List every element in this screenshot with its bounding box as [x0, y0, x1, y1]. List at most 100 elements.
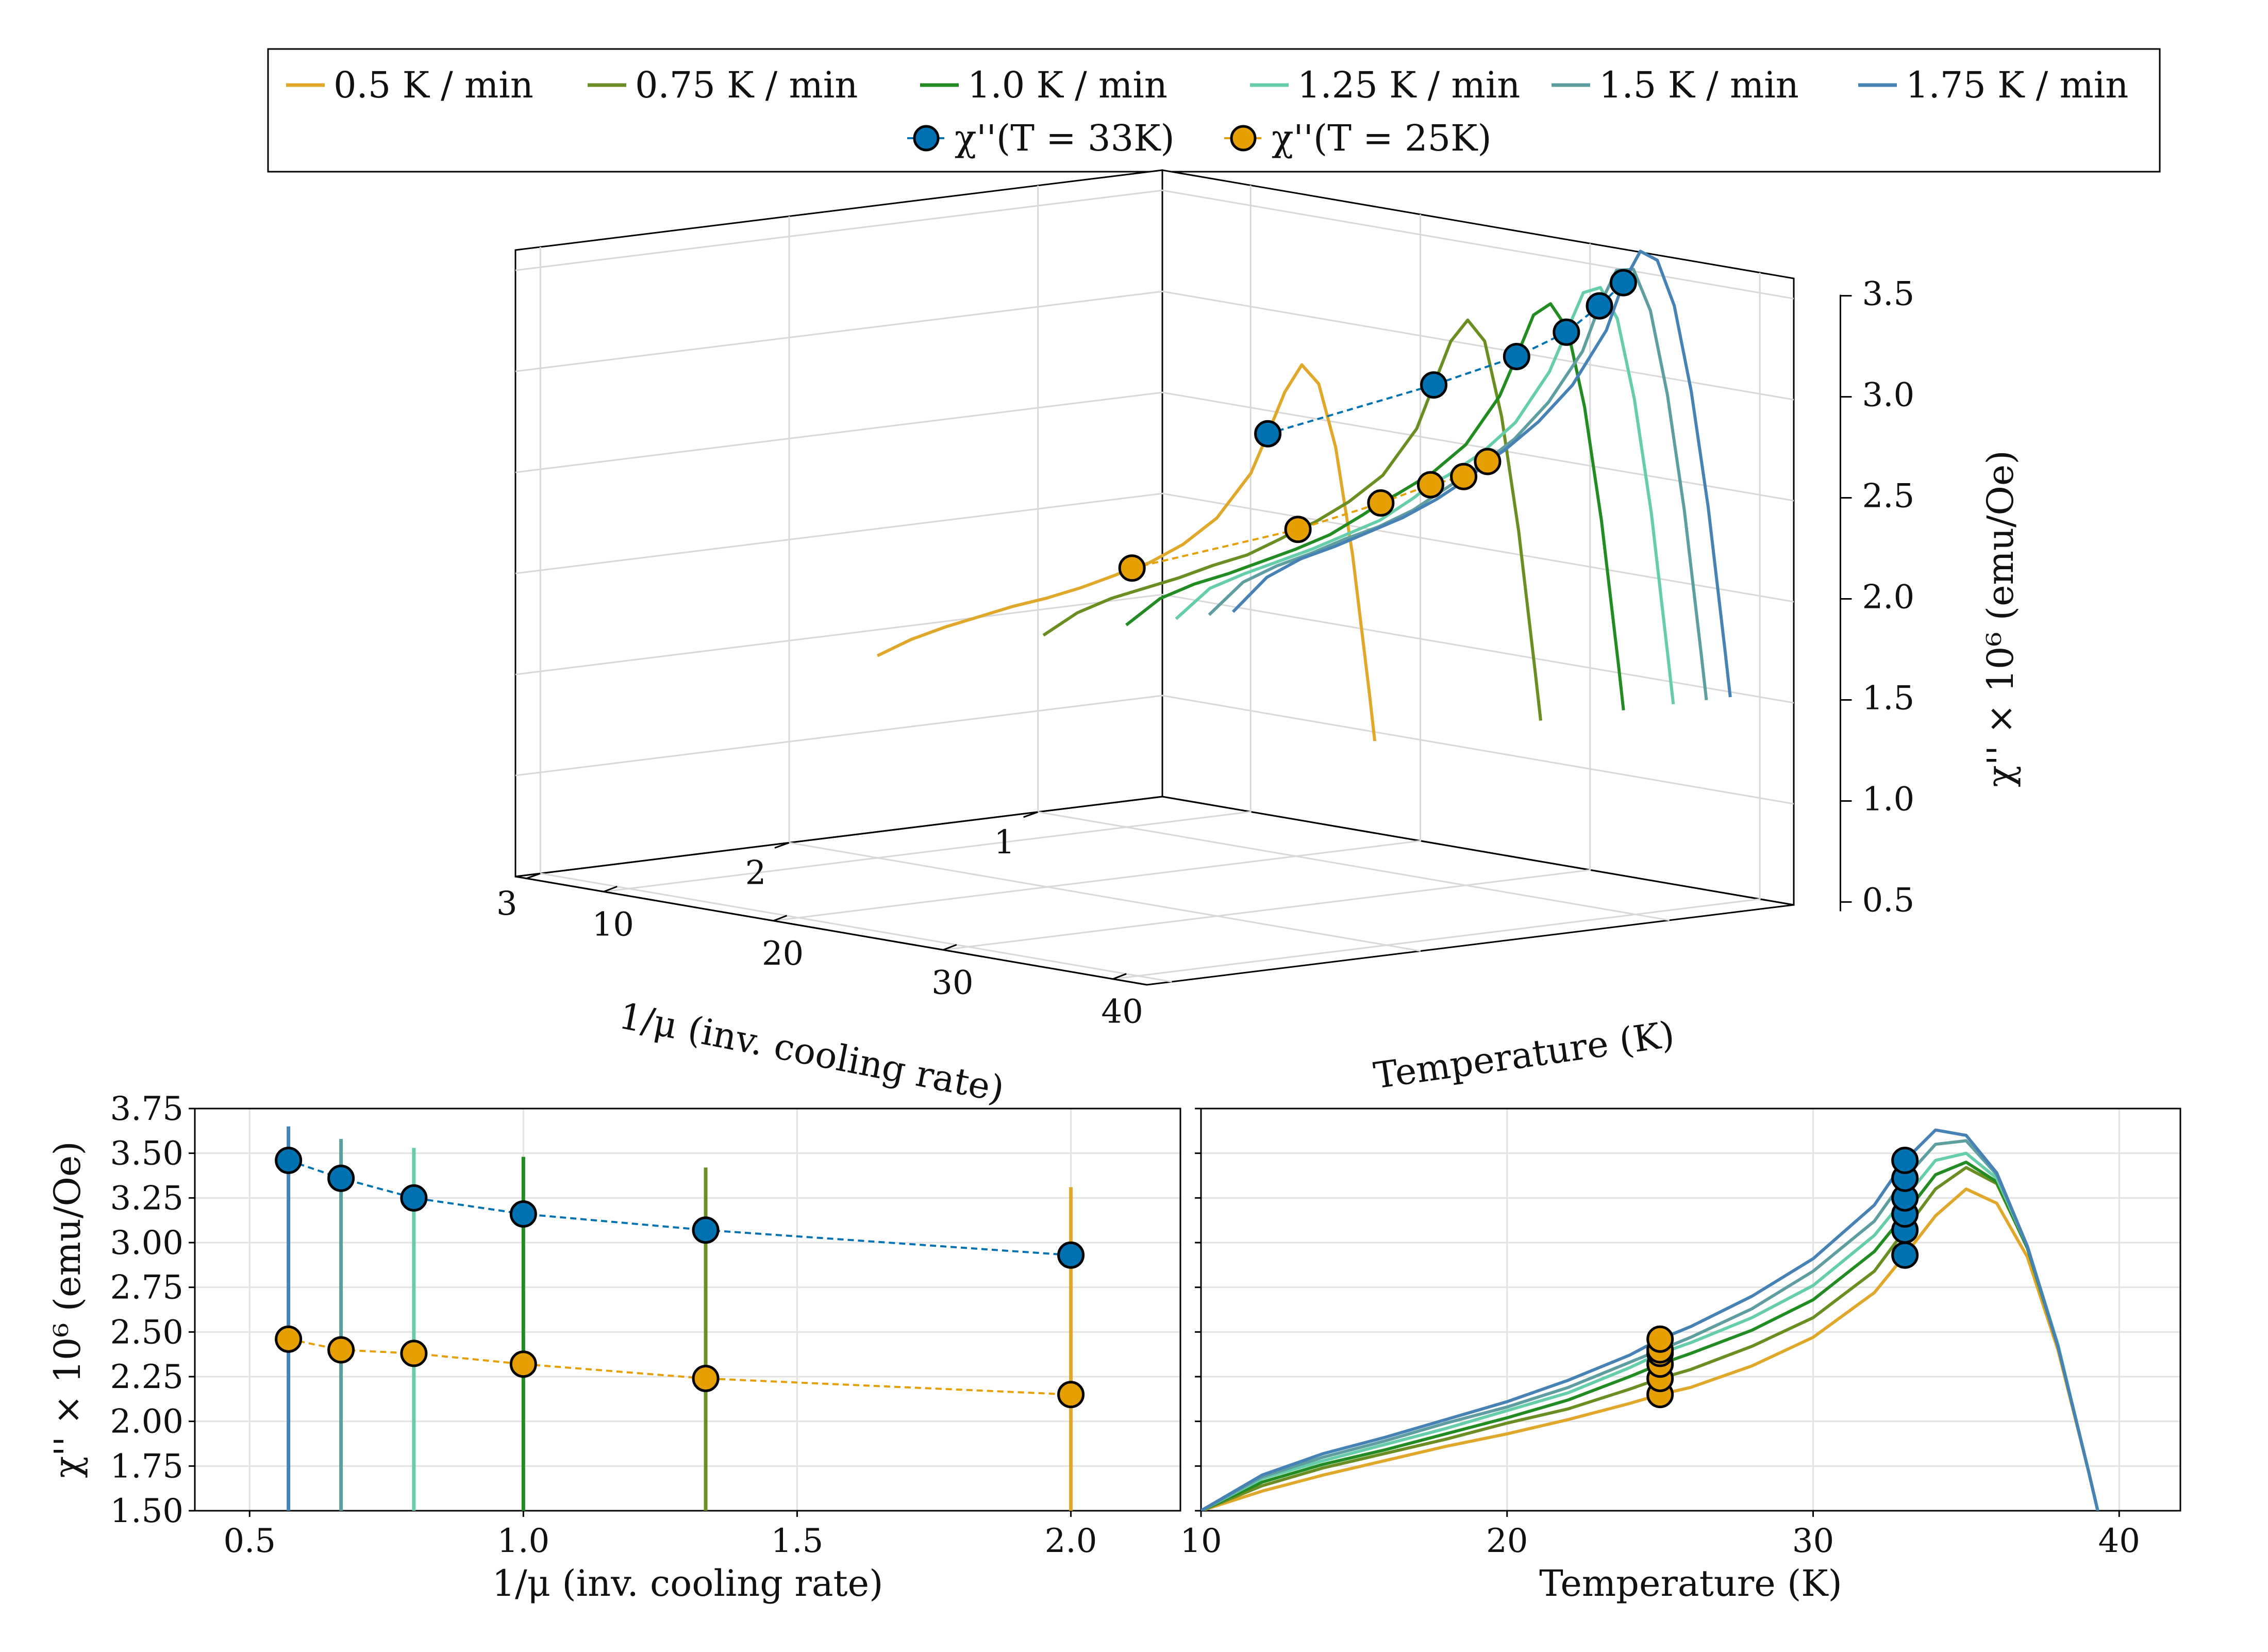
- marker-33K-3d: [1609, 269, 1637, 296]
- temp-tick-mark: [603, 885, 618, 893]
- gridline-z: [515, 695, 1794, 805]
- marker-25K-3d: [1416, 471, 1444, 499]
- legend-label: 0.5 K / min: [333, 64, 533, 106]
- plot-frame: [194, 1108, 1181, 1512]
- temp-tick-label: 40: [1101, 993, 1143, 1031]
- x-tick-label: 3: [496, 885, 518, 923]
- gridline-z: [515, 492, 1794, 603]
- temp-axis-label-3d: Temperature (K): [1371, 1013, 1677, 1097]
- gridline-x: [788, 216, 1421, 952]
- y-tick-label: 1.50: [110, 1492, 184, 1530]
- back-pane-right: [1161, 169, 1795, 906]
- marker-33K: [1891, 1147, 1919, 1175]
- data-point: [1057, 1241, 1085, 1269]
- marker-33K-3d: [1553, 318, 1580, 346]
- curve-3d: [876, 363, 1377, 741]
- x-tick-label: 10: [1180, 1522, 1222, 1560]
- plot-area: [1201, 1128, 2099, 1511]
- data-point: [327, 1164, 355, 1192]
- x-tick-label: 30: [1792, 1522, 1834, 1560]
- gridline-x: [539, 247, 1172, 983]
- y-tick-label: 3.75: [110, 1090, 184, 1128]
- temp-curve: [1201, 1139, 2099, 1511]
- data-point: [509, 1350, 537, 1378]
- temp-tick-mark: [943, 944, 957, 951]
- plot-frame: [1200, 1108, 2181, 1512]
- y-tick-label: 3.00: [110, 1224, 184, 1262]
- marker-25K-3d-link: [1131, 460, 1488, 569]
- z-tick-label: 2.5: [1862, 477, 1914, 516]
- panel-3d: 0.5 1.0 1.5 2.0 2.5 3.0 3.5 1 2 3 10 20 30 40 1/μ (inv…: [496, 169, 2022, 1111]
- legend-swatch-marker: [913, 125, 940, 152]
- legend-label: 1.75 K / min: [1906, 64, 2128, 106]
- z-tick-label: 1.0: [1862, 780, 1914, 818]
- y-tick-label: 2.00: [110, 1403, 184, 1441]
- z-tick-label: 1.5: [1862, 679, 1914, 717]
- gridline-t: [1112, 272, 1761, 980]
- curve-3d: [1231, 250, 1732, 698]
- panel-temp: 10 20 30 40 Temperature (K): [1180, 1108, 2181, 1605]
- z-axis-label-3d: χ'' × 10⁶ (emu/Oe): [1979, 450, 2022, 787]
- data-point: [692, 1364, 720, 1392]
- x-tick-mark: [525, 872, 541, 880]
- data-point: [509, 1200, 537, 1228]
- gridline-z: [515, 391, 1794, 502]
- marker-25K-3d: [1474, 448, 1502, 475]
- data-point: [692, 1216, 720, 1244]
- legend-label: χ''(T = 33K): [955, 117, 1175, 159]
- marker-25K-3d: [1450, 462, 1478, 490]
- temp-tick-label: 10: [592, 905, 634, 944]
- temp-tick-mark: [773, 915, 788, 922]
- temp-tick-label: 20: [762, 935, 804, 973]
- marker-33K-3d: [1586, 292, 1613, 320]
- y-tick-label: 2.75: [110, 1269, 184, 1307]
- back-pane-left: [514, 169, 1163, 878]
- x-tick-mark: [1023, 811, 1039, 818]
- gridline-t: [604, 185, 1252, 893]
- gridline-z: [515, 593, 1794, 704]
- legend-frame: [267, 48, 2161, 173]
- axis-line-front: [515, 875, 1147, 986]
- x-tick-label: 2: [745, 854, 766, 892]
- x-tick-label: 0.5: [223, 1522, 276, 1560]
- y-tick-label: 2.50: [110, 1313, 184, 1351]
- z-tick-label: 2.0: [1862, 579, 1914, 617]
- data-point: [275, 1325, 303, 1353]
- z-tick-label: 0.5: [1862, 881, 1914, 919]
- temp-tick-mark: [1112, 973, 1127, 980]
- temp-curve: [1201, 1128, 2099, 1511]
- data-point: [400, 1184, 428, 1212]
- z-tick-label: 3.0: [1862, 376, 1914, 415]
- legend: 0.5 K / min 0.75 K / min 1.0 K / min 1.25 K…: [267, 48, 2161, 173]
- gridline-x: [1037, 185, 1670, 921]
- x-tick-label: 1: [994, 823, 1015, 862]
- gridline-z: [515, 189, 1794, 300]
- legend-label: 1.5 K / min: [1599, 64, 1799, 106]
- y-axis-label: χ'' × 10⁶ (emu/Oe): [46, 1141, 89, 1478]
- x-tick-label: 2.0: [1045, 1522, 1097, 1560]
- legend-label: 1.25 K / min: [1297, 64, 1520, 106]
- temp-tick-label: 30: [931, 964, 973, 1002]
- plot-area: [287, 1126, 1073, 1511]
- data-point: [275, 1147, 303, 1175]
- x-tick-label: 1.5: [771, 1522, 824, 1560]
- marker-25K-3d: [1367, 489, 1395, 517]
- marker-33K: [1891, 1241, 1919, 1269]
- legend-swatch-marker: [1230, 125, 1257, 152]
- y-tick-label: 2.25: [110, 1358, 184, 1396]
- y-tick-label: 3.25: [110, 1179, 184, 1217]
- legend-label: 0.75 K / min: [635, 64, 858, 106]
- data-point: [327, 1336, 355, 1364]
- panel-rate: 0.5 1.0 1.5 2.0 1.50 1.75 2.00 2.25 2.50 2.75 3.00…: [46, 1090, 1181, 1605]
- marker-33K-3d: [1420, 371, 1448, 399]
- data-point: [1057, 1381, 1085, 1409]
- legend-label: 1.0 K / min: [968, 64, 1168, 106]
- z-tick-label: 3.5: [1862, 275, 1914, 313]
- curve-3d: [1042, 318, 1542, 721]
- x-axis-label: 1/μ (inv. cooling rate): [492, 1562, 883, 1605]
- gridline-z: [515, 290, 1794, 401]
- x-tick-mark: [774, 842, 790, 849]
- marker-33K-3d: [1503, 342, 1530, 370]
